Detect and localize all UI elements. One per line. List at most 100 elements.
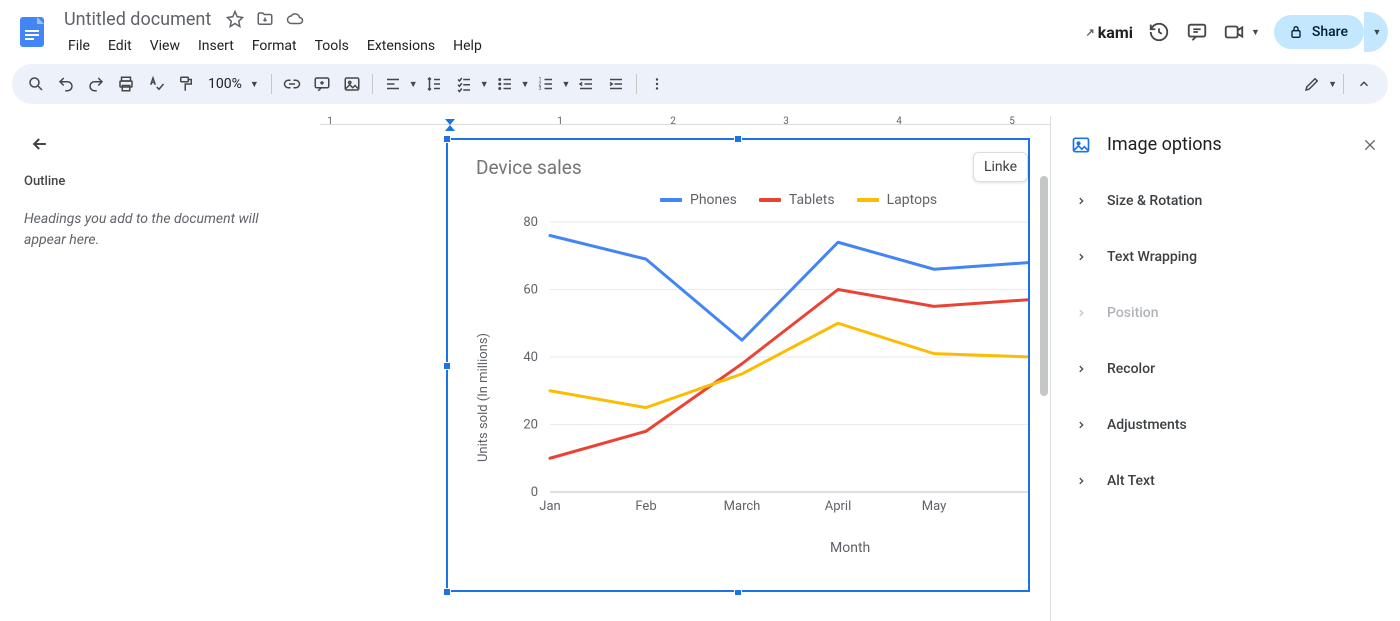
series-line-phones [550, 236, 1028, 341]
x-tick-label: April [825, 499, 852, 514]
ruler-tick: 4 [896, 116, 902, 127]
spellcheck-button[interactable] [142, 70, 170, 98]
caret-down-icon: ▼ [1328, 79, 1337, 90]
ruler-tick: 1 [557, 116, 563, 127]
comments-icon[interactable] [1185, 20, 1209, 44]
bulleted-list-button[interactable]: ▼ [491, 70, 530, 98]
share-label: Share [1312, 24, 1348, 40]
print-button[interactable] [112, 70, 140, 98]
menu-extensions[interactable]: Extensions [359, 34, 443, 58]
increase-indent-button[interactable] [602, 70, 630, 98]
y-tick-label: 40 [523, 350, 538, 365]
align-button[interactable]: ▼ [379, 70, 418, 98]
x-tick-label: May [922, 499, 946, 514]
zoom-value: 100% [208, 76, 242, 92]
star-icon[interactable] [225, 9, 245, 29]
caret-down-icon: ▼ [562, 79, 571, 90]
sidebar-section-text-wrapping[interactable]: Text Wrapping [1051, 229, 1400, 285]
outline-title: Outline [24, 174, 296, 189]
menu-tools[interactable]: Tools [307, 34, 357, 58]
close-sidebar-button[interactable] [1360, 135, 1380, 155]
caret-down-icon: ▼ [409, 79, 418, 90]
chart-plot: 020406080JanFebMarchAprilMay [450, 142, 1028, 590]
image-options-sidebar: Image options Size & Rotation Text Wrappi… [1050, 116, 1400, 621]
sidebar-section-alt-text[interactable]: Alt Text [1051, 453, 1400, 509]
y-tick-label: 0 [531, 485, 538, 500]
insert-link-button[interactable] [278, 70, 306, 98]
image-icon [1071, 135, 1091, 155]
history-icon[interactable] [1147, 20, 1171, 44]
ruler-tick: 2 [670, 116, 676, 127]
kami-extension-button[interactable]: ↗kami [1086, 23, 1133, 42]
open-external-icon: ↗ [1086, 26, 1095, 39]
collapse-toolbar-button[interactable] [1350, 70, 1378, 98]
chevron-right-icon [1075, 476, 1087, 486]
series-line-laptops [550, 323, 1028, 407]
menu-format[interactable]: Format [244, 34, 305, 58]
app-header: Untitled document File Edit View Insert … [0, 0, 1400, 64]
sidebar-title: Image options [1107, 134, 1222, 155]
caret-down-icon: ▼ [250, 79, 259, 90]
editing-mode-button[interactable]: ▼ [1298, 70, 1337, 98]
docs-logo-icon[interactable] [12, 12, 52, 52]
document-title[interactable]: Untitled document [60, 7, 215, 32]
chevron-right-icon [1075, 308, 1087, 318]
sidebar-section-size-rotation[interactable]: Size & Rotation [1051, 173, 1400, 229]
caret-down-icon: ▼ [480, 79, 489, 90]
chevron-right-icon [1075, 364, 1087, 374]
zoom-select[interactable]: 100% ▼ [202, 76, 265, 92]
y-tick-label: 80 [523, 215, 538, 230]
caret-down-icon: ▼ [1373, 27, 1382, 38]
chevron-right-icon [1075, 196, 1087, 206]
section-label: Alt Text [1107, 473, 1155, 489]
x-tick-label: Jan [539, 499, 560, 514]
cloud-status-icon[interactable] [285, 9, 305, 29]
numbered-list-button[interactable]: 123▼ [532, 70, 571, 98]
search-button[interactable] [22, 70, 50, 98]
insert-image-button[interactable] [338, 70, 366, 98]
horizontal-ruler[interactable]: 112345 [320, 116, 1050, 134]
title-area: Untitled document File Edit View Insert … [60, 7, 1078, 58]
more-tools-button[interactable] [643, 70, 671, 98]
outline-empty-text: Headings you add to the document will ap… [24, 209, 296, 251]
chart-device-sales[interactable]: Device sales Linke PhonesTabletsLaptops … [450, 142, 1028, 590]
ruler-tick: 1 [327, 116, 333, 127]
menu-file[interactable]: File [60, 34, 98, 58]
paint-format-button[interactable] [172, 70, 200, 98]
ruler-tick: 5 [1009, 116, 1015, 127]
checklist-button[interactable]: ▼ [450, 70, 489, 98]
share-button[interactable]: Share [1274, 15, 1364, 49]
menu-insert[interactable]: Insert [190, 34, 242, 58]
indent-marker-icon[interactable] [444, 118, 456, 132]
y-tick-label: 20 [523, 418, 538, 433]
redo-button[interactable] [82, 70, 110, 98]
undo-button[interactable] [52, 70, 80, 98]
sidebar-section-position: Position [1051, 285, 1400, 341]
sidebar-section-recolor[interactable]: Recolor [1051, 341, 1400, 397]
move-folder-icon[interactable] [255, 9, 275, 29]
line-spacing-button[interactable] [420, 70, 448, 98]
decrease-indent-button[interactable] [572, 70, 600, 98]
menu-edit[interactable]: Edit [100, 34, 140, 58]
add-comment-button[interactable] [308, 70, 336, 98]
menu-view[interactable]: View [142, 34, 188, 58]
section-label: Recolor [1107, 361, 1155, 377]
document-canvas[interactable]: 112345 Device sales Linke PhonesTabletsL… [320, 116, 1050, 621]
sidebar-section-adjustments[interactable]: Adjustments [1051, 397, 1400, 453]
section-label: Position [1107, 305, 1159, 321]
menu-help[interactable]: Help [445, 34, 490, 58]
share-dropdown-button[interactable]: ▼ [1364, 12, 1388, 52]
toolbar: 100%▼ ▼ ▼ ▼ 123▼ ▼ [12, 64, 1388, 104]
series-line-tablets [550, 290, 1028, 459]
scrollbar-thumb[interactable] [1040, 176, 1048, 396]
outline-panel: Outline Headings you add to the document… [0, 116, 320, 621]
section-label: Adjustments [1107, 417, 1187, 433]
x-tick-label: Feb [635, 499, 656, 514]
section-label: Size & Rotation [1107, 193, 1202, 209]
caret-down-icon: ▼ [1251, 27, 1260, 38]
outline-back-button[interactable] [24, 128, 56, 160]
meet-button[interactable]: ▼ [1223, 21, 1260, 43]
svg-text:3: 3 [538, 86, 541, 92]
section-label: Text Wrapping [1107, 249, 1197, 265]
document-page: Device sales Linke PhonesTabletsLaptops … [320, 138, 1040, 608]
